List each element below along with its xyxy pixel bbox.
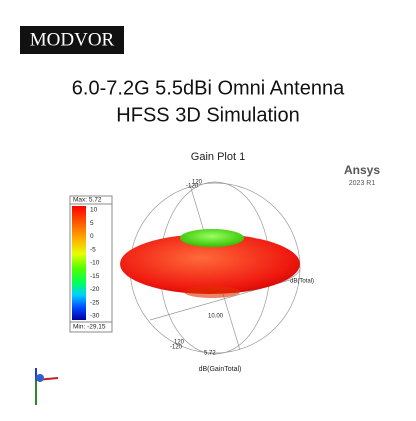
brand-box — [20, 26, 124, 54]
legend-tick: 10 — [90, 207, 98, 214]
angle-label: -120 — [186, 184, 199, 190]
version: 2023 R1 — [349, 180, 376, 187]
peak-label: 5.72 — [204, 351, 216, 357]
axis-triad — [35, 368, 59, 405]
angle-label: 120 — [174, 340, 185, 346]
angle-label: 120 — [192, 180, 203, 186]
legend-tick: -20 — [90, 286, 100, 293]
legend-tick: -5 — [90, 246, 96, 253]
gain-pattern — [120, 234, 300, 294]
legend-tick: 5 — [90, 220, 94, 227]
title: 6.0-7.2G 5.5dBi Omni Antenna — [72, 77, 345, 99]
legend-min: Min: -29.15 — [73, 324, 106, 331]
gain-pattern-bottom — [184, 286, 240, 298]
legend-max: Max: 5.72 — [73, 197, 102, 204]
legend-tick: -25 — [90, 299, 100, 306]
gain-pattern-top — [180, 229, 244, 247]
angle-label: -120 — [170, 345, 183, 351]
legend-tick: -30 — [90, 313, 100, 320]
brand: MODVOR — [30, 29, 115, 50]
vendor: Ansys — [344, 163, 380, 177]
legend-tick: 0 — [90, 233, 94, 240]
color-scale — [72, 206, 86, 320]
side-label: dB(Total) — [290, 279, 314, 285]
plot-title: Gain Plot 1 — [191, 151, 245, 163]
title: HFSS 3D Simulation — [116, 104, 299, 126]
legend: Max: 5.72 Min: -29.15 10 5 0 -5 -10 -15 -20 -25… — [69, 195, 113, 333]
ring-label: 10.00 — [208, 314, 224, 320]
legend-tick: -15 — [90, 273, 100, 280]
quantity-label: dB(GainTotal) — [199, 366, 242, 373]
legend-tick: -10 — [90, 260, 100, 267]
